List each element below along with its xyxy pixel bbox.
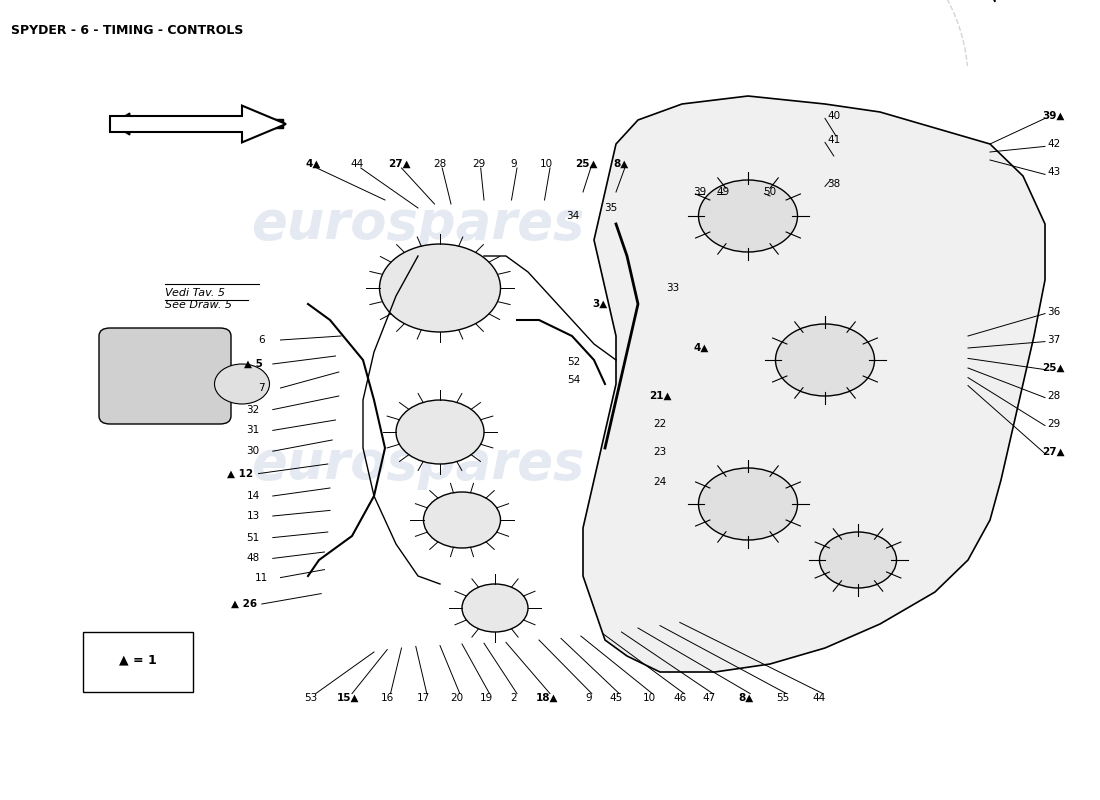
Text: 53: 53 [305,693,318,702]
Text: 6: 6 [258,335,265,345]
Text: 40: 40 [827,111,840,121]
Text: 44: 44 [813,693,826,702]
Text: ▲ = 1: ▲ = 1 [119,654,156,666]
Text: SPYDER - 6 - TIMING - CONTROLS: SPYDER - 6 - TIMING - CONTROLS [11,24,243,37]
Text: 23: 23 [653,447,667,457]
Text: 27▲: 27▲ [388,159,410,169]
Text: 38: 38 [827,179,840,189]
Text: 19: 19 [480,693,493,702]
Circle shape [776,324,875,396]
Circle shape [820,532,896,588]
Text: 47: 47 [703,693,716,702]
Text: 10: 10 [642,693,656,702]
Text: 30: 30 [246,446,260,456]
Circle shape [396,400,484,464]
Text: ▲ 12: ▲ 12 [227,469,253,478]
Text: 42: 42 [1047,139,1060,149]
Text: 7: 7 [258,383,265,393]
Text: 52: 52 [568,357,581,366]
Text: 10: 10 [540,159,553,169]
Text: 11: 11 [255,573,268,582]
Text: 41: 41 [827,135,840,145]
Text: 29: 29 [472,159,485,169]
Text: 18▲: 18▲ [536,693,558,702]
Circle shape [214,364,270,404]
Text: 39▲: 39▲ [1043,111,1065,121]
Text: 24: 24 [653,478,667,487]
Text: 28: 28 [433,159,447,169]
Text: 43: 43 [1047,167,1060,177]
Text: 48: 48 [246,554,260,563]
Text: Vedi Tav. 5
See Draw. 5: Vedi Tav. 5 See Draw. 5 [165,288,232,310]
Text: 27▲: 27▲ [1043,447,1065,457]
Text: 4▲: 4▲ [693,343,708,353]
Text: 2: 2 [510,693,517,702]
Text: 50: 50 [763,187,777,197]
Text: 16: 16 [381,693,394,702]
Text: 44: 44 [351,159,364,169]
Text: 9: 9 [510,159,517,169]
Text: 39: 39 [693,187,706,197]
Text: 31: 31 [246,426,260,435]
Text: 20: 20 [450,693,463,702]
Text: 51: 51 [246,533,260,542]
Text: 15▲: 15▲ [337,693,359,702]
Text: 9: 9 [585,693,592,702]
Circle shape [698,180,798,252]
Circle shape [462,584,528,632]
Text: 33: 33 [667,283,680,293]
Text: 46: 46 [673,693,686,702]
Circle shape [698,468,798,540]
Text: 8▲: 8▲ [614,159,629,169]
Text: 49: 49 [716,187,729,197]
Text: 54: 54 [568,375,581,385]
Text: 55: 55 [777,693,790,702]
Text: 36: 36 [1047,307,1060,317]
FancyBboxPatch shape [99,328,231,424]
Text: 45: 45 [609,693,623,702]
Text: 4▲: 4▲ [306,159,321,169]
Text: 28: 28 [1047,391,1060,401]
Text: 14: 14 [246,491,260,501]
Text: 8▲: 8▲ [738,693,754,702]
Text: 3▲: 3▲ [592,299,607,309]
Polygon shape [583,96,1045,672]
Text: 13: 13 [246,511,260,521]
FancyArrowPatch shape [113,114,283,134]
Text: 17: 17 [417,693,430,702]
Text: 32: 32 [246,405,260,414]
Text: eurospares: eurospares [251,198,585,250]
Polygon shape [110,106,286,142]
Text: 37: 37 [1047,335,1060,345]
Circle shape [379,244,500,332]
Text: ▲ 5: ▲ 5 [243,359,263,369]
Text: 25▲: 25▲ [1043,363,1065,373]
Text: ▲ 26: ▲ 26 [231,599,257,609]
Text: 29: 29 [1047,419,1060,429]
Text: 25▲: 25▲ [575,159,597,169]
Circle shape [424,492,500,548]
Text: 34: 34 [566,211,580,221]
FancyBboxPatch shape [82,632,192,692]
Text: 21▲: 21▲ [649,391,671,401]
Text: 22: 22 [653,419,667,429]
Text: 35: 35 [604,203,617,213]
Text: eurospares: eurospares [251,438,585,490]
